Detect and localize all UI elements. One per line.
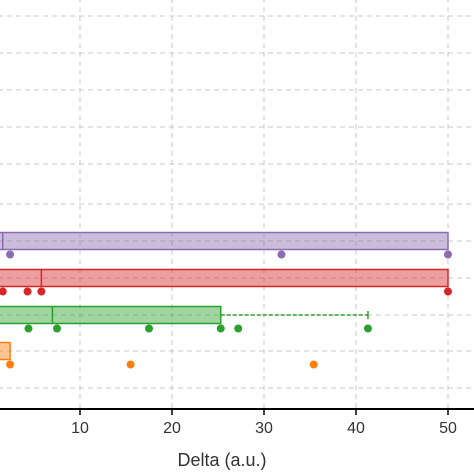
box-rect bbox=[0, 305, 222, 325]
data-point bbox=[309, 360, 318, 369]
data-point bbox=[145, 324, 153, 333]
plot-frame bbox=[0, 408, 474, 410]
x-tick-label: 30 bbox=[255, 420, 273, 437]
data-point bbox=[126, 360, 135, 369]
data-point bbox=[37, 287, 46, 296]
data-point bbox=[277, 250, 286, 259]
data-point bbox=[53, 324, 61, 333]
box-rect bbox=[0, 268, 449, 288]
data-point bbox=[234, 324, 243, 333]
data-point bbox=[363, 324, 372, 333]
grid-lines bbox=[0, 0, 474, 409]
data-point bbox=[6, 360, 15, 369]
data-point bbox=[24, 324, 33, 333]
box-rect bbox=[0, 341, 11, 361]
x-tick-label: 50 bbox=[439, 420, 457, 437]
box-rect bbox=[0, 231, 449, 251]
x-tick-label: 40 bbox=[347, 420, 365, 437]
x-tick-label: 20 bbox=[163, 420, 181, 437]
x-tick-label: 10 bbox=[71, 420, 89, 437]
x-axis-label: Delta (a.u.) bbox=[177, 450, 266, 470]
data-point bbox=[23, 287, 32, 296]
data-point bbox=[6, 250, 15, 259]
data-point bbox=[0, 287, 7, 296]
data-point bbox=[444, 287, 452, 296]
x-axis-ticks: 10 20 30 40 50 bbox=[71, 409, 457, 437]
data-point bbox=[216, 324, 225, 333]
point-layer bbox=[0, 250, 452, 369]
box-layer bbox=[0, 231, 449, 361]
data-point bbox=[444, 250, 452, 259]
